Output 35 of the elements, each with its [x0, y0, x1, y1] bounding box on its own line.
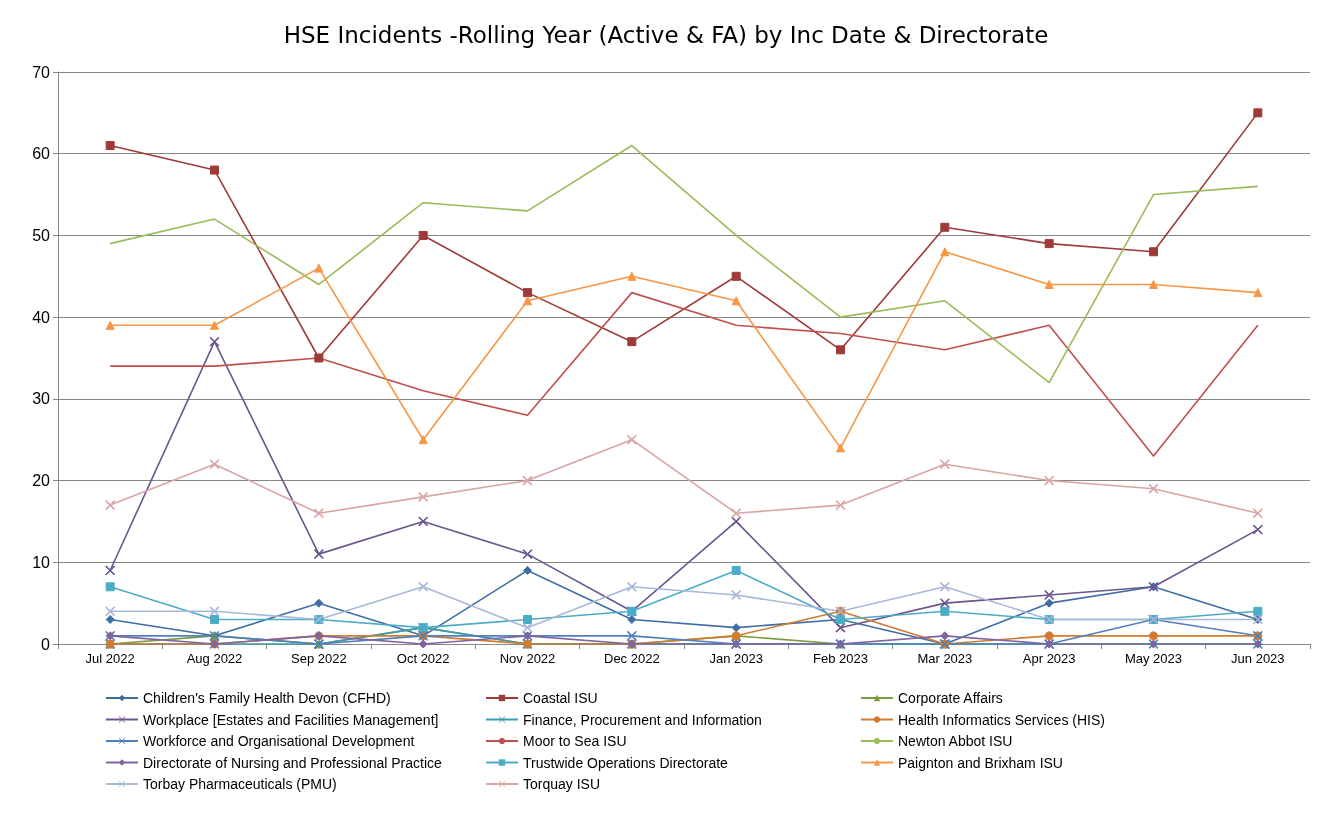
chart-title: HSE Incidents -Rolling Year (Active & FA) by Inc Date & Directorate [283, 21, 1049, 48]
x-tick-label: Aug 2022 [186, 651, 243, 666]
x-tick-label: Jul 2022 [85, 651, 135, 666]
y-tick-label: 50 [32, 226, 51, 244]
x-tick-label: Nov 2022 [499, 651, 556, 666]
y-tick-label: 30 [32, 390, 51, 408]
x-tick-label: May 2023 [1124, 651, 1183, 666]
legend-label: Health Informatics Services (HIS) [898, 711, 1105, 728]
legend-label: Workplace [Estates and Facilities Management] [143, 711, 439, 728]
legend-label: Torquay ISU [523, 776, 601, 792]
y-tick-label: 60 [32, 145, 51, 163]
legend-label: Children's Family Health Devon (CFHD) [143, 690, 391, 706]
legend-label: Paignton and Brixham ISU [898, 754, 1063, 771]
y-tick-label: 70 [32, 63, 51, 81]
x-tick-label: Apr 2023 [1022, 651, 1076, 666]
x-tick-label: Feb 2023 [813, 651, 868, 666]
legend-label: Moor to Sea ISU [523, 733, 627, 749]
y-tick-label: 10 [32, 553, 51, 571]
legend-label: Finance, Procurement and Information [523, 711, 762, 728]
legend-label: Corporate Affairs [898, 690, 1003, 706]
x-tick-label: Sep 2022 [291, 651, 347, 666]
x-tick-label: Dec 2022 [604, 651, 660, 666]
legend-label: Trustwide Operations Directorate [523, 754, 729, 771]
legend-label: Torbay Pharmaceuticals (PMU) [143, 776, 337, 792]
x-tick-label: Jan 2023 [709, 651, 763, 666]
legend-label: Directorate of Nursing and Professional Practice [143, 754, 443, 771]
y-tick-label: 40 [32, 308, 51, 326]
y-tick-label: 20 [32, 472, 51, 490]
legend-label: Coastal ISU [523, 690, 598, 706]
x-tick-label: Jun 2023 [1231, 651, 1285, 666]
legend-label: Workforce and Organisational Development [143, 733, 415, 749]
legend-label: Newton Abbot ISU [898, 733, 1013, 749]
x-tick-label: Oct 2022 [396, 651, 450, 666]
y-tick-label: 0 [41, 635, 51, 653]
x-tick-label: Mar 2023 [917, 651, 973, 666]
